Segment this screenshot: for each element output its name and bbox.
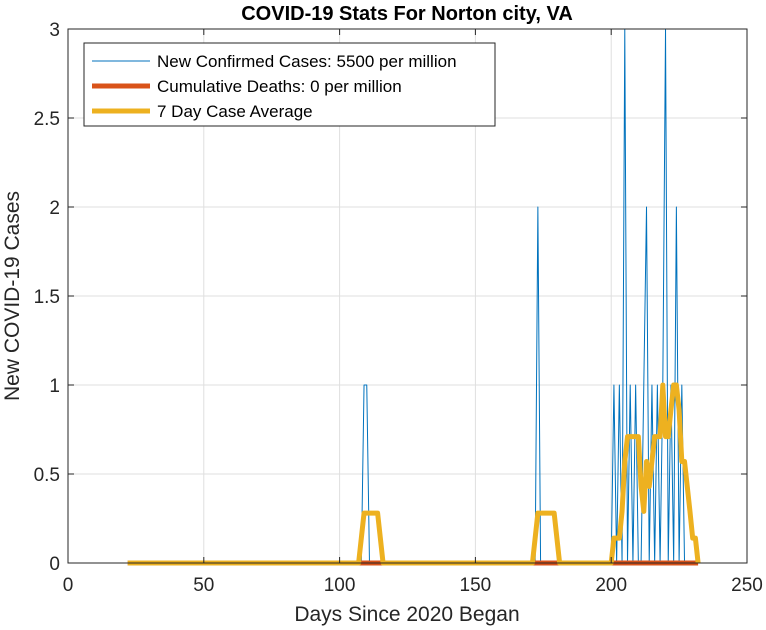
legend-label-average: 7 Day Case Average bbox=[157, 102, 313, 121]
y-tick-label: 2 bbox=[49, 198, 60, 219]
series-new-cases-line bbox=[127, 28, 699, 564]
legend: New Confirmed Cases: 5500 per million Cu… bbox=[83, 42, 496, 127]
y-tick-label: 0.5 bbox=[34, 465, 60, 486]
y-tick-label: 1.5 bbox=[34, 287, 60, 308]
y-axis-label: New COVID-19 Cases bbox=[1, 191, 24, 401]
y-tick-label: 2.5 bbox=[34, 109, 60, 130]
x-axis-label: Days Since 2020 Began bbox=[294, 603, 519, 626]
x-tick-label: 50 bbox=[193, 575, 214, 596]
y-tick-label: 3 bbox=[49, 20, 60, 41]
x-tick-label: 100 bbox=[324, 575, 356, 596]
legend-box bbox=[83, 42, 496, 127]
chart-title: COVID-19 Stats For Norton city, VA bbox=[241, 3, 573, 25]
legend-label-deaths: Cumulative Deaths: 0 per million bbox=[157, 77, 402, 96]
legend-label-new-cases: New Confirmed Cases: 5500 per million bbox=[157, 52, 457, 71]
x-tick-label: 200 bbox=[595, 575, 627, 596]
y-tick-label: 1 bbox=[49, 376, 60, 397]
axis-ticks: 0 50 100 150 200 250 0 0.5 1 1.5 2 2.5 3 bbox=[34, 20, 763, 596]
series-7-day-average-line bbox=[127, 382, 701, 566]
x-tick-label: 250 bbox=[731, 575, 763, 596]
x-tick-label: 150 bbox=[460, 575, 492, 596]
y-tick-label: 0 bbox=[49, 554, 60, 575]
x-tick-label: 0 bbox=[63, 575, 74, 596]
